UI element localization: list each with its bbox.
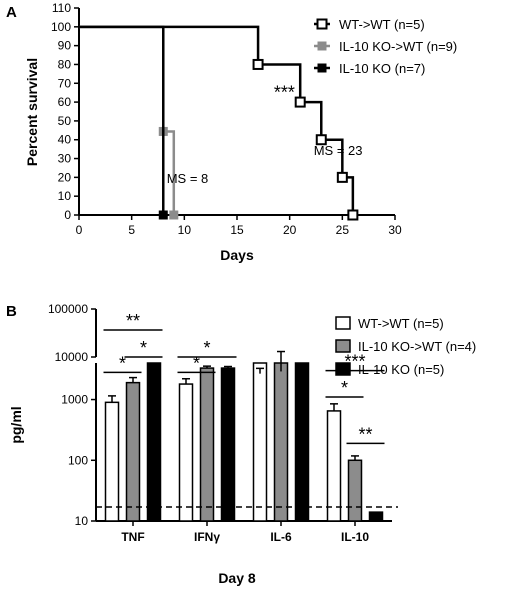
panel-b-legend-label: IL-10 KO->WT (n=4) — [358, 339, 476, 354]
panel-b-xlabel: Day 8 — [218, 570, 256, 586]
panel-b-y-tick-label: 10000 — [55, 350, 89, 364]
panel-b-legend-label: WT->WT (n=5) — [358, 316, 444, 331]
panel-b-bar — [178, 383, 194, 522]
panel-a-data-marker — [158, 210, 168, 220]
panel-b-legend-swatch — [335, 316, 351, 330]
panel-b-ylabel: pg/ml — [8, 406, 24, 443]
panel-a-y-tick-label: 20 — [58, 170, 72, 184]
panel-a-data-marker — [347, 209, 359, 221]
panel-b-bar — [220, 367, 236, 522]
panel-a-annotation: MS = 23 — [314, 143, 363, 158]
panel-b-bar — [326, 410, 342, 522]
panel-a-y-tick-label: 50 — [58, 114, 72, 128]
panel-a-data-marker — [294, 96, 306, 108]
panel-b-y-tick-label: 10 — [75, 514, 89, 528]
panel-a-series-line — [79, 25, 355, 215]
panel-b-significance-label: * — [140, 338, 147, 358]
panel-b-bar — [273, 362, 289, 522]
panel-b-y-tick-label: 100 — [68, 453, 88, 467]
panel-b-bar — [125, 381, 141, 522]
panel-b-legend-swatch — [335, 362, 351, 376]
panel-a-legend-marker — [316, 18, 328, 30]
panel-a-y-tick-label: 70 — [58, 76, 72, 90]
panel-a-series-line — [79, 25, 165, 215]
panel-a-x-tick-label: 30 — [388, 223, 402, 237]
panel-b-significance-label: ** — [126, 311, 140, 331]
panel-a-annotation: *** — [274, 82, 295, 102]
panel-a-letter: A — [6, 4, 17, 21]
panel-a-survival-chart: 0 10 20 30 40 50 60 70 80 90 100 110 0 5 10 15 20 25 30 ***… — [51, 1, 457, 237]
panel-a-series-line — [79, 25, 176, 215]
panel-a-y-tick-label: 80 — [58, 57, 72, 71]
panel-a-legend-marker — [317, 63, 327, 73]
panel-b-category-label: IL-6 — [270, 530, 292, 544]
panel-a-y-tick-label: 40 — [58, 133, 72, 147]
panel-a-x-tick-label: 20 — [283, 223, 297, 237]
panel-a-y-tick-label: 60 — [58, 95, 72, 109]
panel-a-y-tick-label: 0 — [64, 208, 71, 222]
panel-b-significance-label: * — [341, 378, 348, 398]
panel-b-category-label: TNF — [121, 530, 144, 544]
panel-a-data-marker — [336, 171, 348, 183]
panel-a-legend-label: IL-10 KO->WT (n=9) — [339, 39, 457, 54]
panel-a-x-tick-label: 0 — [76, 223, 83, 237]
panel-b-bar — [104, 401, 120, 522]
panel-b-bar — [252, 362, 268, 522]
panel-a-data-marker — [315, 134, 327, 146]
panel-b-y-tick-label: 1000 — [61, 393, 88, 407]
panel-b-bar — [347, 459, 363, 522]
panel-b-bar — [199, 367, 215, 522]
panel-a-data-marker — [252, 58, 264, 70]
panel-a-data-marker — [169, 210, 179, 220]
panel-a-y-tick-label: 30 — [58, 152, 72, 166]
panel-a-y-tick-label: 110 — [52, 1, 71, 15]
panel-b-bar — [146, 362, 162, 522]
panel-b-category-label: IL-10 — [341, 530, 369, 544]
panel-b-significance-label: * — [119, 353, 126, 373]
panel-b-legend-label: IL-10 KO (n=5) — [358, 362, 444, 377]
panel-b-y-tick-label: 100000 — [48, 302, 88, 316]
panel-a-legend-marker — [317, 41, 327, 51]
panel-b-letter: B — [6, 303, 17, 320]
panel-b-legend-swatch — [335, 339, 351, 353]
panel-b-category-label: IFNγ — [194, 530, 220, 544]
panel-a-x-tick-label: 25 — [336, 223, 350, 237]
panel-a-ylabel: Percent survival — [24, 58, 40, 166]
panel-a-x-tick-label: 10 — [178, 223, 192, 237]
panel-a-legend-label: IL-10 KO (n=7) — [339, 61, 425, 76]
panel-a-xlabel: Days — [220, 247, 254, 263]
panel-b-significance-label: ** — [358, 424, 372, 444]
panel-b-significance-label: * — [193, 353, 200, 373]
panel-a-y-tick-label: 10 — [58, 189, 72, 203]
panel-a-x-tick-label: 5 — [128, 223, 135, 237]
panel-b-bar — [294, 362, 310, 522]
panel-a-y-tick-label: 90 — [58, 39, 72, 53]
panel-a-legend-label: WT->WT (n=5) — [339, 17, 425, 32]
panel-a-x-tick-label: 15 — [230, 223, 244, 237]
panel-a-annotation: MS = 8 — [167, 171, 209, 186]
panel-b-significance-label: * — [203, 338, 210, 358]
panel-b-bar — [368, 511, 384, 522]
panel-a-y-tick-label: 100 — [51, 20, 71, 34]
